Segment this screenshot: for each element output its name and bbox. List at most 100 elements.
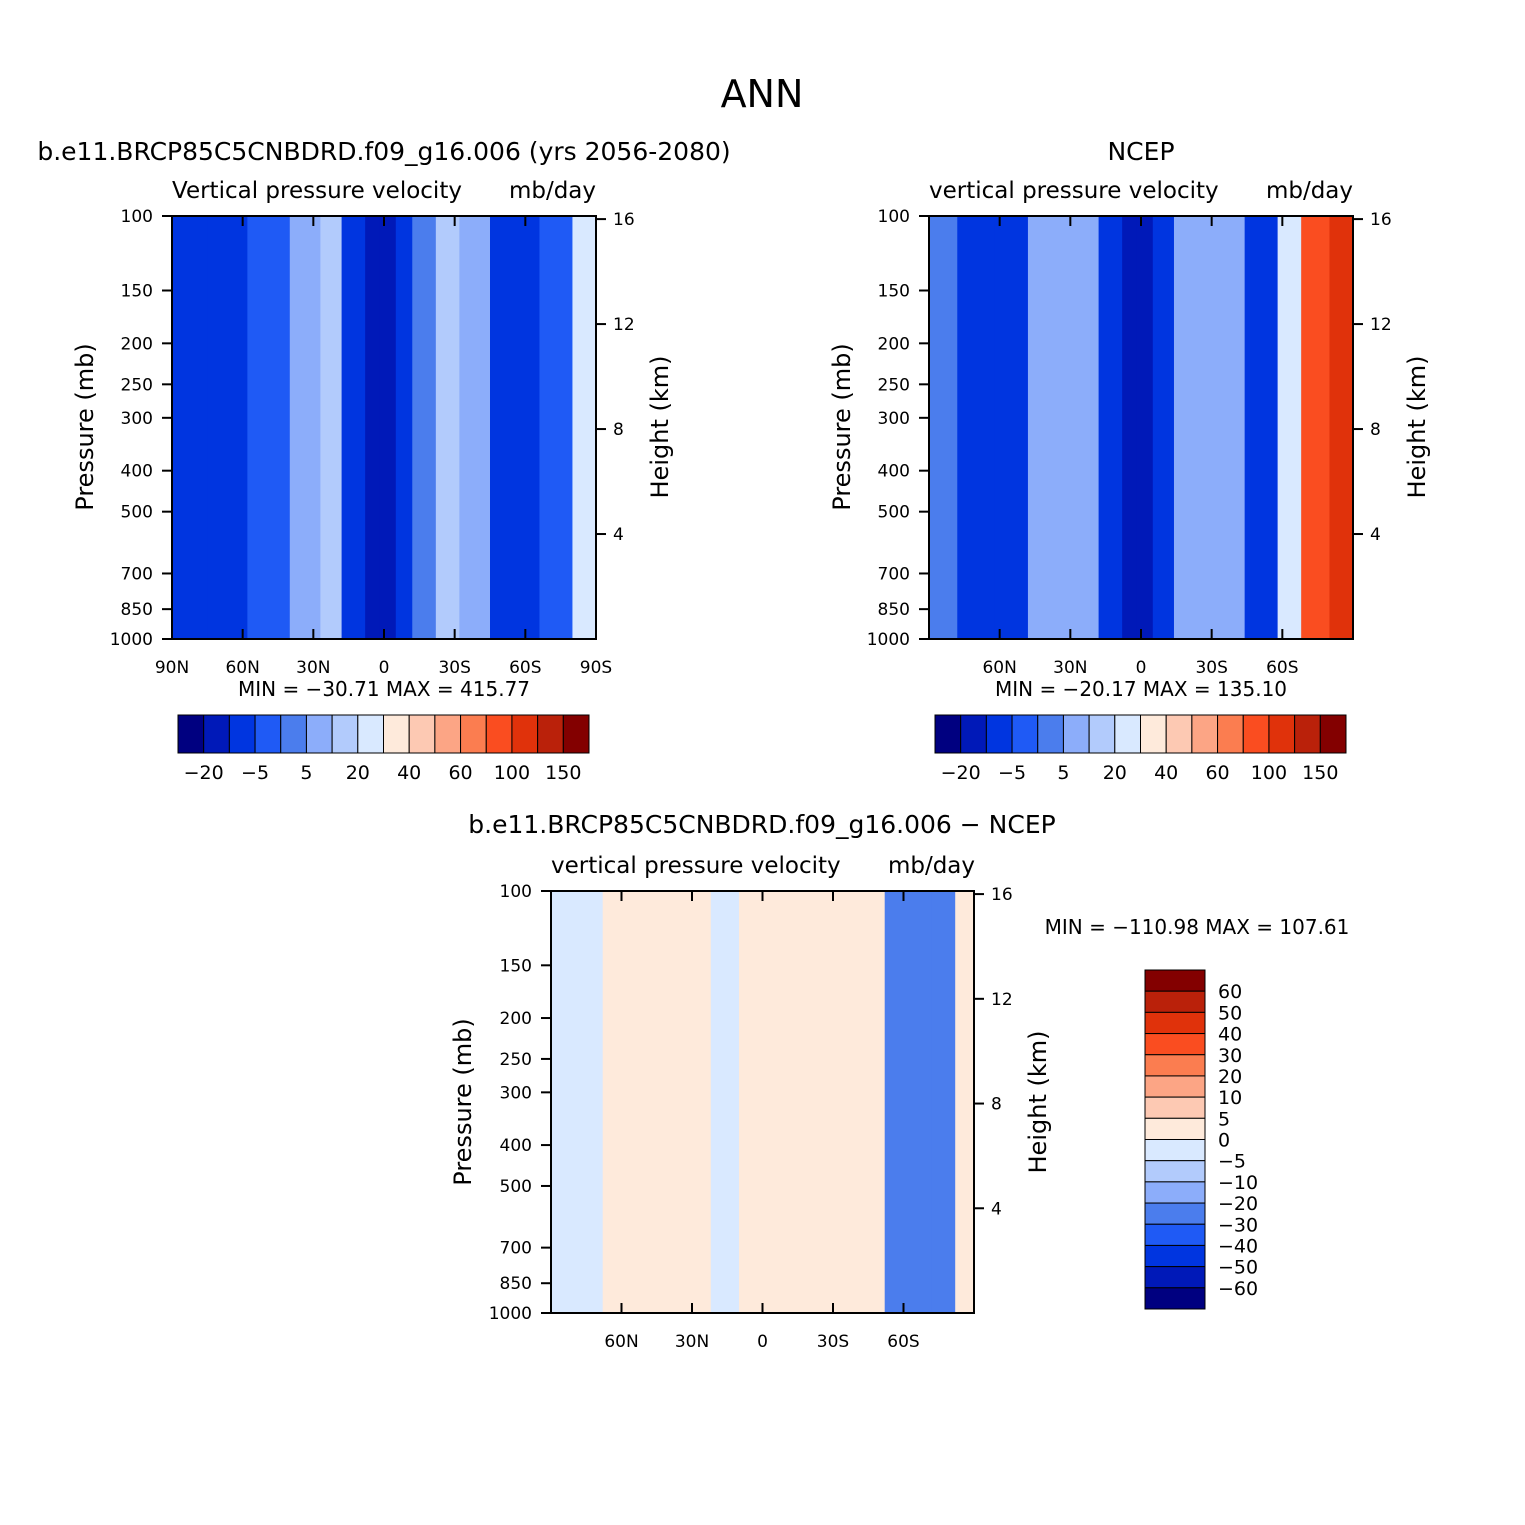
colorbar-swatch	[434, 714, 462, 754]
colorbar-label: −20	[184, 762, 224, 784]
panel-model: b.e11.BRCP85C5CNBDRD.f09_g16.006 (yrs 20…	[37, 137, 730, 784]
contour-band	[459, 216, 491, 639]
contour-band	[341, 216, 366, 639]
colorbar-swatch	[1144, 1287, 1206, 1310]
colorbar-label: 10	[1218, 1087, 1242, 1109]
right-tick-label: 4	[1370, 525, 1381, 545]
colorbar-swatch	[408, 714, 436, 754]
panel-model-title: b.e11.BRCP85C5CNBDRD.f09_g16.006 (yrs 20…	[37, 137, 730, 166]
colorbar-swatch	[1144, 1202, 1206, 1225]
colorbar-label: 5	[300, 762, 312, 784]
right-tick-label: 8	[991, 1095, 1002, 1115]
colorbar-swatch	[305, 714, 333, 754]
colorbar-swatch	[1144, 1181, 1206, 1204]
contour-field-0	[172, 216, 597, 639]
colorbar-swatch	[1144, 969, 1206, 992]
colorbar-swatch	[228, 714, 256, 754]
contour-band	[1070, 216, 1100, 639]
x-tick-label: 60N	[225, 658, 259, 678]
colorbar-swatch	[1144, 1223, 1206, 1246]
panel-difference-ylabel: Pressure (mb)	[449, 1018, 477, 1185]
colorbar-swatch	[934, 714, 962, 754]
contour-band	[551, 891, 580, 1313]
panel-model-ylabel-right: Height (km)	[646, 356, 674, 499]
contour-band	[572, 216, 597, 639]
contour-band	[1329, 216, 1354, 639]
colorbar-label: 40	[1218, 1024, 1242, 1046]
panel-difference-stats: MIN = −110.98 MAX = 107.61	[1045, 915, 1350, 939]
colorbar-label: −5	[998, 762, 1026, 784]
colorbar-label: 20	[1103, 762, 1127, 784]
x-tick-label: 90S	[580, 658, 612, 678]
contour-band	[994, 216, 1029, 639]
x-tick-label: 60S	[887, 1332, 919, 1352]
colorbar-swatch	[1319, 714, 1347, 754]
contour-band	[884, 891, 933, 1313]
colorbar-swatch	[1011, 714, 1039, 754]
panel-difference-units: mb/day	[888, 853, 975, 879]
contour-band	[490, 216, 522, 639]
colorbar-swatch	[1242, 714, 1270, 754]
contour-band	[1098, 216, 1123, 639]
colorbar-label: 150	[545, 762, 581, 784]
colorbar-swatch	[1144, 1266, 1206, 1289]
colorbar-swatch	[1144, 1117, 1206, 1140]
y-tick-label: 700	[878, 564, 910, 584]
panel-ncep-title: NCEP	[1107, 137, 1174, 166]
right-tick-label: 8	[1370, 420, 1381, 440]
y-tick-label: 300	[121, 409, 153, 429]
contour-band	[786, 891, 811, 1313]
colorbar-swatch	[1268, 714, 1296, 754]
right-tick-label: 16	[613, 210, 635, 230]
colorbar-label: 100	[494, 762, 530, 784]
colorbar-swatch	[1114, 714, 1141, 754]
y-tick-label: 850	[500, 1274, 532, 1294]
contour-band	[207, 216, 248, 639]
colorbar-swatch	[1144, 1075, 1206, 1098]
colorbar-swatch	[562, 714, 590, 754]
y-tick-label: 100	[121, 207, 153, 227]
panel-ncep: NCEP vertical pressure velocity mb/day P…	[828, 137, 1431, 784]
right-tick-label: 4	[991, 1199, 1002, 1219]
colorbar-swatch	[1144, 1011, 1206, 1035]
contour-band	[172, 216, 208, 639]
contour-band	[602, 891, 618, 1313]
panel-model-ylabel: Pressure (mb)	[71, 343, 99, 510]
y-tick-label: 700	[121, 564, 153, 584]
panel-model-units: mb/day	[509, 178, 596, 204]
y-tick-label: 200	[500, 1009, 532, 1029]
contour-field-1	[929, 216, 1354, 639]
colorbar-swatch	[1217, 714, 1244, 754]
x-tick-label: 60N	[982, 658, 1016, 678]
panel-model-stats: MIN = −30.71 MAX = 415.77	[238, 677, 530, 701]
colorbar-label: −20	[941, 762, 981, 784]
colorbar-label: 5	[1057, 762, 1069, 784]
panel-ncep-ylabel-right: Height (km)	[1403, 356, 1431, 499]
colorbar-swatch	[1144, 1139, 1206, 1162]
colorbar-swatch	[1294, 714, 1321, 754]
y-tick-label: 850	[121, 600, 153, 620]
colorbar-swatch	[485, 714, 513, 754]
colorbar-label: −10	[1218, 1172, 1258, 1194]
colorbar-swatch	[357, 714, 384, 754]
contour-band	[247, 216, 291, 639]
x-tick-label: 30S	[1195, 658, 1227, 678]
colorbar-swatch	[1062, 714, 1090, 754]
contour-band	[856, 891, 886, 1313]
contour-band	[692, 891, 712, 1313]
x-tick-label: 30N	[296, 658, 330, 678]
colorbar-swatch	[460, 714, 487, 754]
colorbar-label: 0	[1218, 1130, 1230, 1152]
colorbar-swatch	[280, 714, 307, 754]
contour-band	[931, 891, 956, 1313]
right-tick-label: 4	[613, 525, 624, 545]
colorbar-swatch	[1144, 1033, 1206, 1056]
colorbar-label: 60	[1205, 762, 1229, 784]
colorbar-label: 100	[1251, 762, 1287, 784]
colorbar-label: 60	[448, 762, 472, 784]
contour-band	[435, 216, 460, 639]
right-tick-label: 12	[1370, 315, 1392, 335]
y-tick-label: 300	[878, 409, 910, 429]
